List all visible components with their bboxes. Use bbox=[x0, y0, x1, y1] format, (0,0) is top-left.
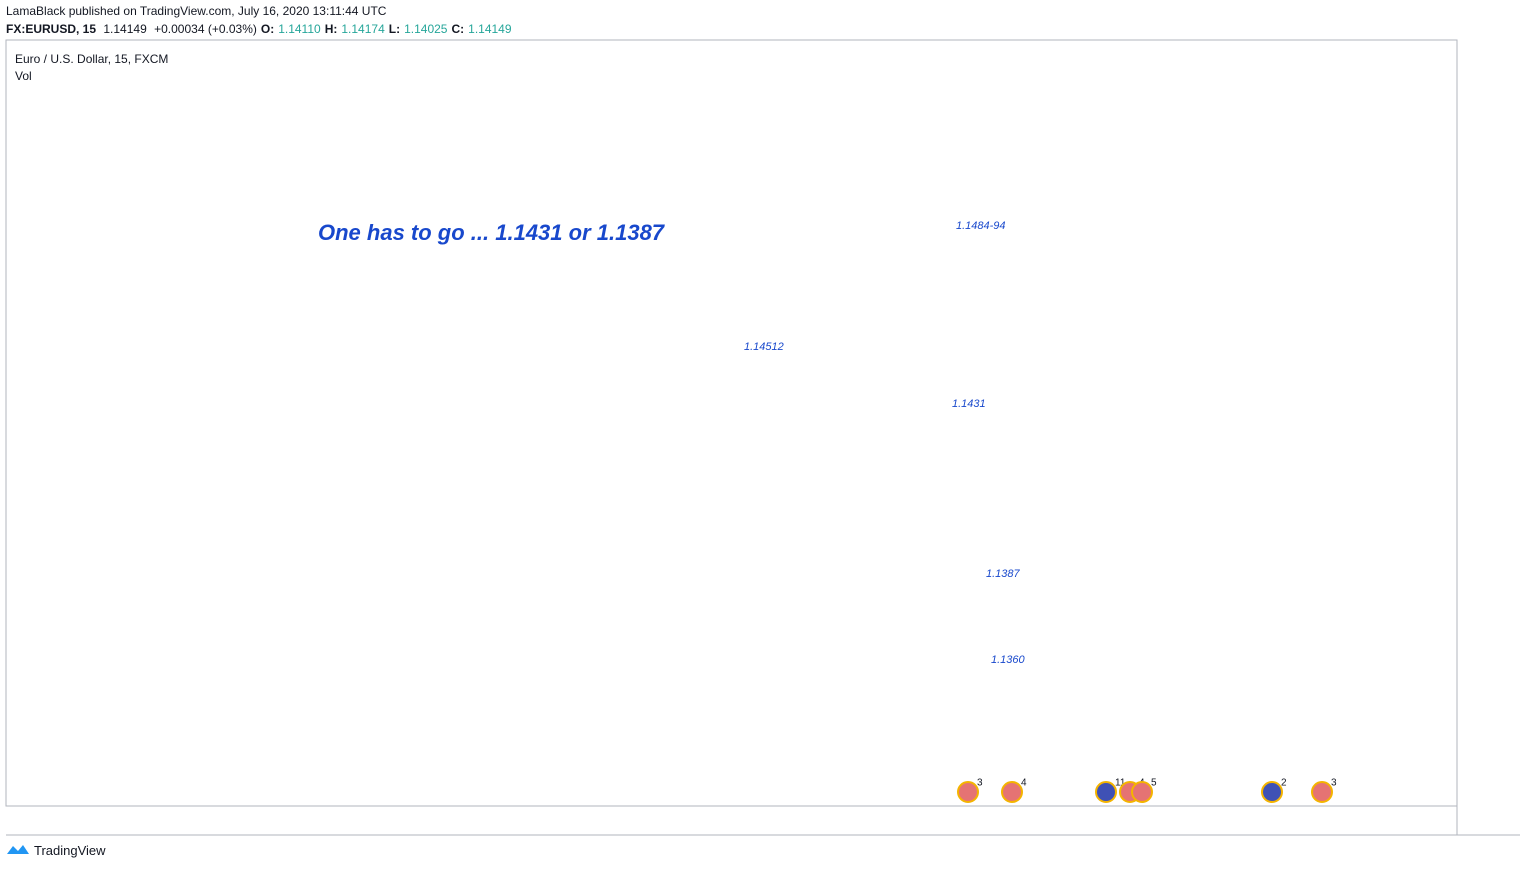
symbol-line: FX:EURUSD, 15 1.14149 +0.00034 (+0.03%) O… bbox=[6, 22, 516, 36]
symbol: FX:EURUSD, 15 bbox=[6, 22, 97, 36]
note: 1.1431 bbox=[952, 398, 986, 410]
ohlc-value: 1.14025 bbox=[404, 22, 448, 36]
note: 1.1387 bbox=[986, 568, 1021, 580]
brand: TradingView bbox=[34, 842, 106, 858]
event-count: 5 bbox=[1151, 778, 1157, 789]
event-circle bbox=[1131, 781, 1153, 803]
event-icon: 5 bbox=[1131, 778, 1157, 803]
event-icon: 11 bbox=[1095, 778, 1126, 803]
event-count: 11 bbox=[1115, 778, 1126, 789]
logo bbox=[7, 845, 29, 854]
event-icon: 2 bbox=[1261, 778, 1287, 803]
ohlc-label: C: bbox=[451, 22, 465, 36]
ohlc-label: L: bbox=[388, 22, 401, 36]
event-circle bbox=[1311, 781, 1333, 803]
ohlc-label: O: bbox=[260, 22, 275, 36]
ohlc-value: 1.14149 bbox=[468, 22, 512, 36]
publisher: LamaBlack published on TradingView.com, … bbox=[6, 4, 387, 18]
note: 1.1360 bbox=[991, 654, 1026, 666]
event-circle bbox=[1261, 781, 1283, 803]
event-count: 3 bbox=[977, 778, 983, 789]
change: +0.00034 (+0.03%) bbox=[154, 22, 257, 36]
event-count: 4 bbox=[1021, 778, 1027, 789]
ohlc-label: H: bbox=[324, 22, 338, 36]
volume-label: Vol bbox=[15, 69, 32, 83]
event-circle bbox=[1001, 781, 1023, 803]
chart-title: Euro / U.S. Dollar, 15, FXCM bbox=[15, 52, 168, 66]
event-circle bbox=[1095, 781, 1117, 803]
plot-frame bbox=[5, 39, 1458, 807]
note: 1.14512 bbox=[744, 341, 784, 353]
note: 1.1484-94 bbox=[956, 220, 1006, 232]
event-icon: 4 bbox=[1001, 778, 1027, 803]
event-count: 2 bbox=[1281, 778, 1287, 789]
event-circle bbox=[957, 781, 979, 803]
publisher-line: LamaBlack published on TradingView.com, … bbox=[6, 4, 390, 18]
chart: Euro / U.S. Dollar, 15, FXCM Vol One has… bbox=[5, 39, 1520, 836]
footer: TradingView bbox=[6, 842, 106, 858]
ohlc-value: 1.14174 bbox=[341, 22, 385, 36]
headline: One has to go ... 1.1431 or 1.1387 bbox=[318, 220, 666, 245]
event-icon: 3 bbox=[1311, 778, 1337, 803]
event-icon: 3 bbox=[957, 778, 983, 803]
ohlc-value: 1.14110 bbox=[278, 22, 321, 36]
last: 1.14149 bbox=[103, 22, 147, 36]
event-count: 3 bbox=[1331, 778, 1337, 789]
